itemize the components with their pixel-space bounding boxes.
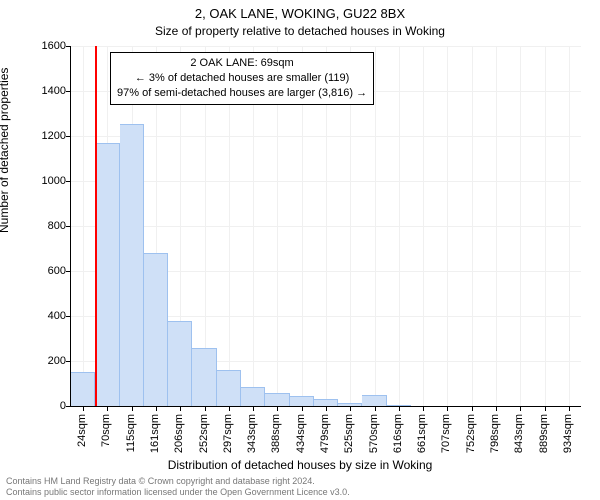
gridline-v [472, 46, 473, 406]
x-tick-label: 798sqm [489, 414, 501, 474]
footer-line1: Contains HM Land Registry data © Crown c… [6, 476, 594, 487]
x-tick-label: 297sqm [222, 414, 234, 474]
histogram-bar [265, 393, 289, 407]
x-tick-label: 934sqm [562, 414, 574, 474]
x-tick-label: 707sqm [440, 414, 452, 474]
x-tick-mark [205, 406, 206, 411]
x-tick-mark [472, 406, 473, 411]
y-tick-label: 0 [6, 400, 66, 412]
x-tick-mark [375, 406, 376, 411]
y-tick-label: 1200 [6, 130, 66, 142]
y-tick-mark [66, 91, 71, 92]
x-tick-label: 434sqm [295, 414, 307, 474]
y-tick-label: 600 [6, 265, 66, 277]
y-tick-mark [66, 136, 71, 137]
x-tick-label: 161sqm [149, 414, 161, 474]
x-tick-label: 843sqm [513, 414, 525, 474]
x-tick-mark [277, 406, 278, 411]
gridline-v [375, 46, 376, 406]
x-tick-label: 570sqm [368, 414, 380, 474]
x-tick-mark [496, 406, 497, 411]
gridline-v [423, 46, 424, 406]
histogram-bar [192, 348, 216, 407]
gridline-v [447, 46, 448, 406]
histogram-bar [314, 399, 338, 406]
annotation-line2: ← 3% of detached houses are smaller (119… [117, 71, 367, 86]
gridline-v [399, 46, 400, 406]
x-tick-mark [545, 406, 546, 411]
y-tick-mark [66, 316, 71, 317]
x-tick-mark [156, 406, 157, 411]
x-tick-mark [447, 406, 448, 411]
x-tick-label: 616sqm [392, 414, 404, 474]
y-tick-label: 400 [6, 310, 66, 322]
x-tick-mark [399, 406, 400, 411]
annotation-line3: 97% of semi-detached houses are larger (… [117, 86, 367, 101]
gridline-v [569, 46, 570, 406]
x-tick-label: 479sqm [319, 414, 331, 474]
histogram-bar [120, 124, 144, 406]
y-tick-mark [66, 361, 71, 362]
footer-attribution: Contains HM Land Registry data © Crown c… [6, 476, 594, 498]
annotation-line1: 2 OAK LANE: 69sqm [117, 56, 367, 71]
x-tick-label: 889sqm [538, 414, 550, 474]
x-tick-mark [326, 406, 327, 411]
y-tick-mark [66, 181, 71, 182]
x-tick-label: 115sqm [125, 414, 137, 474]
y-tick-mark [66, 46, 71, 47]
chart-container: { "title": "2, OAK LANE, WOKING, GU22 8B… [0, 0, 600, 500]
x-tick-label: 343sqm [246, 414, 258, 474]
x-tick-label: 70sqm [100, 414, 112, 474]
histogram-bar [362, 395, 386, 406]
gridline-v [520, 46, 521, 406]
y-tick-mark [66, 226, 71, 227]
x-tick-label: 388sqm [270, 414, 282, 474]
x-tick-mark [302, 406, 303, 411]
x-tick-mark [107, 406, 108, 411]
histogram-bar [217, 370, 241, 406]
chart-subtitle: Size of property relative to detached ho… [0, 24, 600, 38]
x-tick-mark [350, 406, 351, 411]
x-tick-mark [83, 406, 84, 411]
y-tick-mark [66, 271, 71, 272]
y-tick-label: 200 [6, 355, 66, 367]
x-tick-mark [520, 406, 521, 411]
y-tick-mark [66, 406, 71, 407]
y-tick-label: 1600 [6, 40, 66, 52]
x-tick-label: 525sqm [343, 414, 355, 474]
x-tick-mark [423, 406, 424, 411]
x-tick-label: 661sqm [416, 414, 428, 474]
x-tick-mark [569, 406, 570, 411]
x-tick-label: 252sqm [198, 414, 210, 474]
property-marker-line [95, 46, 97, 406]
gridline-v [545, 46, 546, 406]
chart-title: 2, OAK LANE, WOKING, GU22 8BX [0, 6, 600, 21]
x-tick-label: 206sqm [173, 414, 185, 474]
x-tick-mark [132, 406, 133, 411]
histogram-bar [168, 321, 192, 407]
footer-line2: Contains public sector information licen… [6, 487, 594, 498]
histogram-bar [144, 253, 168, 406]
x-tick-label: 752sqm [465, 414, 477, 474]
histogram-bar [95, 143, 119, 406]
x-tick-mark [253, 406, 254, 411]
gridline-v [83, 46, 84, 406]
y-tick-label: 800 [6, 220, 66, 232]
histogram-bar [290, 396, 314, 406]
gridline-v [496, 46, 497, 406]
x-tick-mark [180, 406, 181, 411]
annotation-box: 2 OAK LANE: 69sqm ← 3% of detached house… [110, 52, 374, 105]
histogram-bar [241, 387, 265, 406]
y-tick-label: 1000 [6, 175, 66, 187]
y-tick-label: 1400 [6, 85, 66, 97]
histogram-bar [71, 372, 95, 406]
x-tick-mark [229, 406, 230, 411]
x-tick-label: 24sqm [76, 414, 88, 474]
